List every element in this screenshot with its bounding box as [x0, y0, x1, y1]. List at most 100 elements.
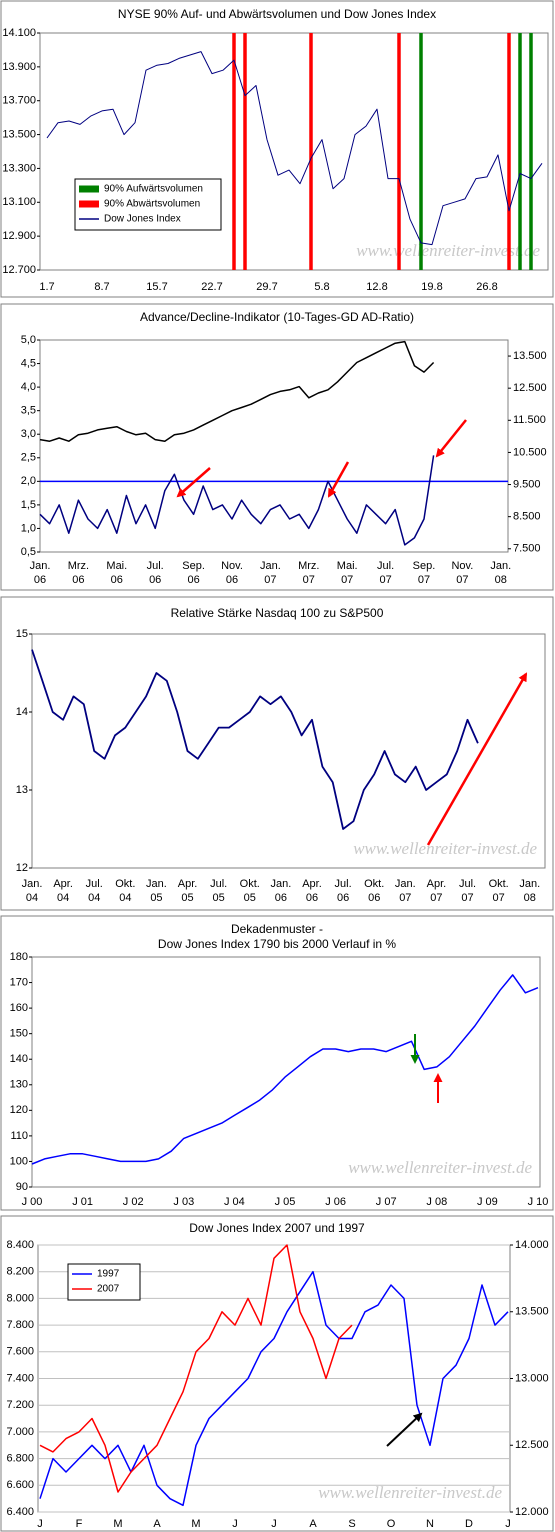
y-tick-label: 8.200: [6, 1266, 34, 1278]
x-tick-label: 07: [493, 892, 505, 904]
x-tick-label: Apr.: [427, 878, 447, 890]
x-tick-label: 06: [337, 892, 349, 904]
x-tick-label: 06: [226, 574, 238, 586]
y-tick-label: 13.500: [2, 128, 36, 140]
y-tick-label: 130: [10, 1079, 28, 1091]
y2-tick-label: 8.500: [513, 511, 541, 523]
x-tick-label: J: [37, 1518, 43, 1530]
legend-label: 1997: [97, 1269, 120, 1280]
legend-swatch: [79, 185, 99, 193]
x-tick-label: S: [348, 1518, 355, 1530]
x-tick-label: Jan.: [146, 878, 167, 890]
data-line: [31, 974, 539, 1165]
x-tick-label: 05: [150, 892, 162, 904]
x-tick-label: Jan.: [490, 560, 511, 572]
x-tick-label: Jul.: [147, 560, 164, 572]
x-tick-label: Mrz.: [68, 560, 89, 572]
y2-tick-label: 11.500: [513, 414, 546, 426]
y-tick-label: 7.800: [6, 1319, 34, 1331]
y-tick-label: 7.600: [6, 1346, 34, 1358]
x-tick-label: O: [387, 1518, 396, 1530]
x-tick-label: 06: [187, 574, 199, 586]
x-tick-label: M: [191, 1518, 200, 1530]
x-tick-label: 22.7: [201, 281, 222, 293]
y-tick-label: 7.000: [6, 1426, 34, 1438]
x-tick-label: 07: [341, 574, 353, 586]
x-tick-label: Nov.: [451, 560, 473, 572]
y-tick-label: 1,0: [21, 522, 36, 534]
x-tick-label: 07: [430, 892, 442, 904]
x-tick-label: 19.8: [421, 281, 442, 293]
legend-label: 90% Aufwärtsvolumen: [104, 184, 203, 195]
x-tick-label: Jan.: [395, 878, 416, 890]
y-tick-label: 170: [10, 976, 28, 988]
y-tick-label: 12: [16, 862, 28, 874]
y-tick-label: 15: [16, 628, 28, 640]
y-tick-label: 13.100: [2, 196, 36, 208]
chart-title: Advance/Decline-Indikator (10-Tages-GD A…: [140, 310, 414, 324]
annotation-arrows: [176, 419, 528, 1447]
y2-tick-label: 14.000: [515, 1239, 549, 1251]
x-tick-label: J 03: [173, 1196, 194, 1208]
x-tick-label: 1.7: [39, 281, 54, 293]
x-tick-label: D: [465, 1518, 473, 1530]
x-tick-label: 07: [303, 574, 315, 586]
x-tick-label: 07: [456, 574, 468, 586]
plot-area: [39, 339, 509, 553]
x-tick-label: Jul.: [377, 560, 394, 572]
x-tick-label: Okt.: [240, 878, 260, 890]
x-tick-label: 07: [418, 574, 430, 586]
y-tick-label: 6.800: [6, 1453, 34, 1465]
y2-tick-label: 13.500: [515, 1306, 549, 1318]
y2-tick-label: 12.000: [515, 1506, 549, 1518]
x-tick-label: Jan.: [519, 878, 540, 890]
x-tick-label: Jul.: [210, 878, 227, 890]
y-tick-label: 13.700: [2, 95, 36, 107]
x-tick-label: A: [153, 1518, 161, 1530]
x-tick-label: Sep.: [182, 560, 205, 572]
data-line: [31, 649, 479, 830]
y-tick-label: 13.900: [2, 61, 36, 73]
chart-subtitle: Dow Jones Index 1790 bis 2000 Verlauf in…: [158, 937, 396, 951]
legend-swatch: [79, 200, 99, 208]
x-tick-label: J 09: [477, 1196, 498, 1208]
x-tick-label: J 04: [224, 1196, 245, 1208]
x-tick-label: J 08: [426, 1196, 447, 1208]
y-tick-label: 4,0: [21, 381, 36, 393]
x-tick-label: J: [232, 1518, 238, 1530]
x-tick-label: Mrz.: [298, 560, 319, 572]
x-tick-label: J 07: [376, 1196, 397, 1208]
y-tick-label: 2,0: [21, 475, 36, 487]
legend-label: 2007: [97, 1284, 120, 1295]
data-line: [39, 1244, 353, 1493]
y-tick-label: 12.700: [2, 264, 36, 276]
plot-area: [31, 956, 541, 1188]
watermark: www.wellenreiter-invest.de: [356, 241, 540, 260]
y-tick-label: 180: [10, 951, 28, 963]
plot-area: [31, 633, 546, 869]
x-tick-label: 07: [264, 574, 276, 586]
x-tick-label: 06: [368, 892, 380, 904]
y2-tick-label: 13.000: [515, 1372, 549, 1384]
y-tick-label: 3,5: [21, 405, 36, 417]
x-tick-label: J 00: [22, 1196, 43, 1208]
x-tick-label: Jan.: [270, 878, 291, 890]
x-tick-label: Jul.: [86, 878, 103, 890]
x-tick-label: 15.7: [146, 281, 167, 293]
x-tick-label: J: [271, 1518, 277, 1530]
x-tick-label: 08: [524, 892, 536, 904]
x-tick-label: A: [309, 1518, 317, 1530]
x-tick-label: Nov.: [221, 560, 243, 572]
x-tick-label: 06: [306, 892, 318, 904]
data-line: [39, 455, 435, 546]
legend-label: Dow Jones Index: [104, 214, 181, 225]
chart-title: Relative Stärke Nasdaq 100 zu S&P500: [171, 606, 384, 620]
x-tick-label: 08: [495, 574, 507, 586]
x-tick-label: 04: [57, 892, 69, 904]
y2-tick-label: 9.500: [513, 478, 541, 490]
watermark: www.wellenreiter-invest.de: [318, 1483, 502, 1502]
x-tick-label: 26.8: [476, 281, 497, 293]
y2-tick-label: 12.500: [515, 1439, 549, 1451]
y-tick-label: 120: [10, 1104, 28, 1116]
x-tick-label: 05: [244, 892, 256, 904]
